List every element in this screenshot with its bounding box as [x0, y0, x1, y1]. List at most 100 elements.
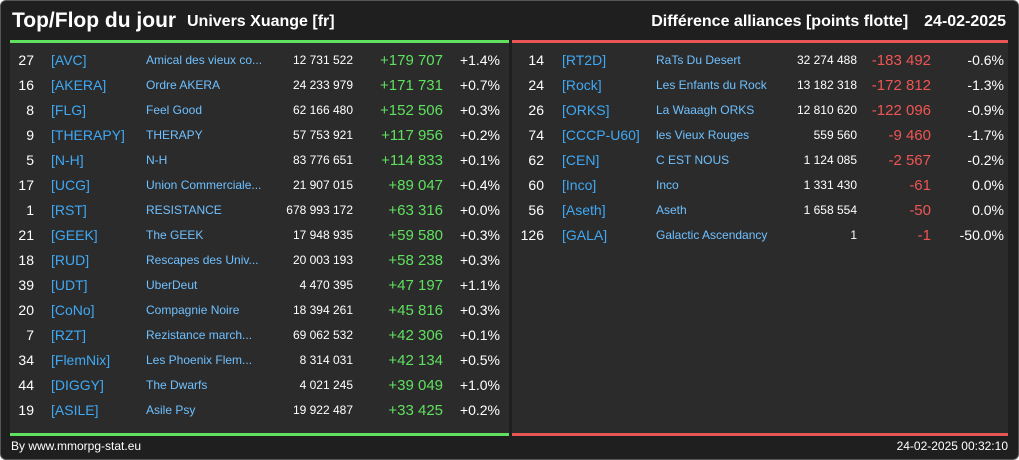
- alliance-name[interactable]: N-H: [146, 153, 168, 167]
- alliance-rank: 20: [18, 302, 34, 318]
- alliance-name[interactable]: C EST NOUS: [656, 153, 730, 167]
- alliance-name[interactable]: Galactic Ascendancy: [656, 228, 768, 242]
- alliance-tag[interactable]: [THERAPY]: [51, 127, 125, 143]
- alliance-rank: 5: [26, 152, 34, 168]
- points-difference: +58 238: [388, 252, 443, 269]
- alliance-tag[interactable]: [RST]: [51, 202, 87, 218]
- alliance-tag[interactable]: [ORKS]: [562, 102, 610, 118]
- alliance-tag[interactable]: [N-H]: [51, 152, 84, 168]
- alliance-name[interactable]: Compagnie Noire: [146, 303, 240, 317]
- alliance-name[interactable]: UberDeut: [146, 278, 198, 292]
- alliance-tag[interactable]: [UCG]: [51, 177, 90, 193]
- alliance-tag[interactable]: [Inco]: [562, 177, 597, 193]
- alliance-rank: 8: [26, 102, 34, 118]
- percent-change: +0.0%: [459, 202, 500, 218]
- alliance-rank: 60: [528, 177, 544, 193]
- alliance-tag[interactable]: [AVC]: [51, 52, 87, 68]
- alliance-tag[interactable]: [Rock]: [562, 77, 602, 93]
- alliance-name[interactable]: The Dwarfs: [146, 378, 208, 392]
- points-difference: +42 134: [388, 352, 443, 369]
- points-difference: +89 047: [388, 177, 443, 194]
- alliance-name[interactable]: Les Phoenix Flem...: [146, 353, 253, 367]
- alliance-tag[interactable]: [GEEK]: [51, 227, 98, 243]
- alliance-name[interactable]: Aseth: [656, 203, 687, 217]
- table-row: 1 [RST] RESISTANCE 678 993 172 +63 316 +0.0%: [10, 198, 509, 223]
- alliance-points: 83 776 651: [292, 153, 353, 167]
- points-difference: -50: [909, 202, 931, 219]
- percent-change: +1.1%: [459, 277, 500, 293]
- alliance-tag[interactable]: [AKERA]: [51, 77, 107, 93]
- alliance-name[interactable]: Inco: [656, 178, 679, 192]
- alliance-tag[interactable]: [ASILE]: [51, 402, 99, 418]
- top-accent-bar-bottom: [10, 433, 509, 436]
- alliance-points: 21 907 015: [292, 178, 353, 192]
- alliance-name[interactable]: Rezistance march...: [146, 328, 253, 342]
- alliance-name[interactable]: Union Commerciale...: [146, 178, 262, 192]
- alliance-rank: 39: [18, 277, 34, 293]
- alliance-name[interactable]: Feel Good: [146, 103, 203, 117]
- alliance-tag[interactable]: [GALA]: [562, 227, 608, 243]
- percent-change: +0.3%: [459, 227, 500, 243]
- alliance-tag[interactable]: [FLG]: [51, 102, 87, 118]
- alliance-tag[interactable]: [CoNo]: [51, 302, 95, 318]
- alliance-tag[interactable]: [Aseth]: [562, 202, 606, 218]
- alliance-rank: 74: [528, 127, 544, 143]
- header-date: 24-02-2025: [924, 13, 1006, 30]
- alliance-points: 32 274 488: [796, 53, 857, 67]
- alliance-rank: 18: [18, 252, 34, 268]
- percent-change: 0.0%: [972, 202, 1004, 218]
- alliance-name[interactable]: Asile Psy: [146, 403, 196, 417]
- points-difference: +179 707: [380, 52, 443, 69]
- table-row: 21 [GEEK] The GEEK 17 948 935 +59 580 +0.3%: [10, 223, 509, 248]
- percent-change: -1.7%: [967, 127, 1004, 143]
- points-difference: +63 316: [388, 202, 443, 219]
- alliance-tag[interactable]: [RUD]: [51, 252, 90, 268]
- header-right: Différence alliances [points flotte] 24-0…: [651, 13, 1006, 31]
- page-title: Top/Flop du jour: [12, 9, 177, 32]
- alliance-name[interactable]: Les Enfants du Rock: [656, 78, 767, 92]
- alliance-points: 18 394 261: [292, 303, 353, 317]
- alliance-name[interactable]: Ordre AKERA: [146, 78, 221, 92]
- table-row: 19 [ASILE] Asile Psy 19 922 487 +33 425 +0.2%: [10, 398, 509, 423]
- table-row: 24 [Rock] Les Enfants du Rock 13 182 318 -17…: [512, 73, 1008, 98]
- alliance-points: 678 993 172: [286, 203, 353, 217]
- percent-change: +1.0%: [459, 377, 500, 393]
- table-row: 62 [CEN] C EST NOUS 1 124 085 -2 567 -0.2%: [512, 148, 1008, 173]
- alliance-points: 8 314 031: [299, 353, 353, 367]
- percent-change: +0.1%: [459, 327, 500, 343]
- alliance-name[interactable]: THERAPY: [146, 128, 203, 142]
- alliance-points: 12 810 620: [796, 103, 857, 117]
- table-row: 44 [DIGGY] The Dwarfs 4 021 245 +39 049 +1.0%: [10, 373, 509, 398]
- alliance-name[interactable]: La Waaagh ORKS: [656, 103, 755, 117]
- alliance-rank: 19: [18, 402, 34, 418]
- table-row: 74 [CCCP-U60] les Vieux Rouges 559 560 -9 46…: [512, 123, 1008, 148]
- alliance-name[interactable]: Rescapes des Univ...: [146, 253, 259, 267]
- alliance-points: 1 658 554: [803, 203, 857, 217]
- alliance-name[interactable]: The GEEK: [146, 228, 204, 242]
- alliance-rank: 34: [18, 352, 34, 368]
- points-difference: -172 812: [871, 77, 931, 94]
- table-row: 5 [N-H] N-H 83 776 651 +114 833 +0.1%: [10, 148, 509, 173]
- source-credit[interactable]: By www.mmorpg-stat.eu: [11, 439, 142, 453]
- top-losers-panel: 14 [RT2D] RaTs Du Desert 32 274 488 -183 492…: [512, 40, 1008, 436]
- alliance-tag[interactable]: [RZT]: [51, 327, 86, 343]
- alliance-name[interactable]: Amical des vieux co...: [146, 53, 263, 67]
- table-row: 18 [RUD] Rescapes des Univ... 20 003 193 +58…: [10, 248, 509, 273]
- table-row: 126 [GALA] Galactic Ascendancy 1 -1 -50.0%: [512, 223, 1008, 248]
- alliance-tag[interactable]: [FlemNix]: [51, 352, 111, 368]
- alliance-tag[interactable]: [UDT]: [51, 277, 88, 293]
- table-row: 8 [FLG] Feel Good 62 166 480 +152 506 +0.3%: [10, 98, 509, 123]
- alliance-name[interactable]: RESISTANCE: [146, 203, 222, 217]
- alliance-tag[interactable]: [RT2D]: [562, 52, 607, 68]
- points-difference: +171 731: [380, 77, 443, 94]
- alliance-name[interactable]: les Vieux Rouges: [656, 128, 750, 142]
- alliance-name[interactable]: RaTs Du Desert: [656, 53, 741, 67]
- alliance-tag[interactable]: [CCCP-U60]: [562, 127, 640, 143]
- alliance-tag[interactable]: [CEN]: [562, 152, 600, 168]
- percent-change: -0.2%: [967, 152, 1004, 168]
- alliance-tag[interactable]: [DIGGY]: [51, 377, 104, 393]
- points-difference: -183 492: [871, 52, 931, 69]
- percent-change: 0.0%: [972, 177, 1004, 193]
- alliance-rank: 21: [18, 227, 34, 243]
